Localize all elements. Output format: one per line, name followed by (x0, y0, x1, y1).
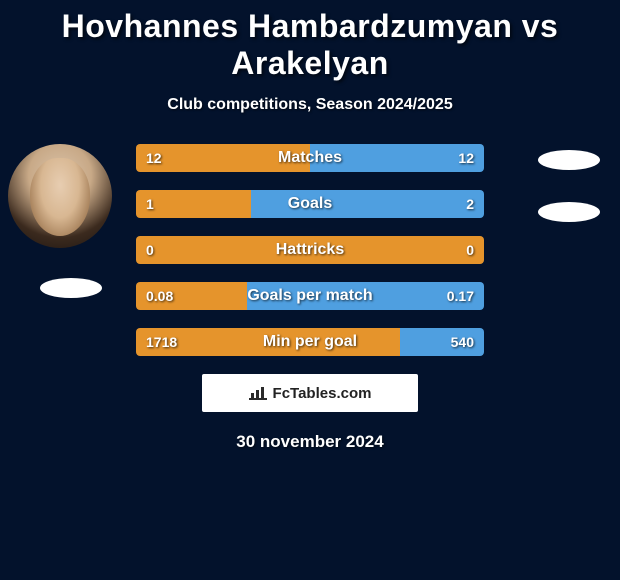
stat-left-segment (136, 190, 251, 218)
stat-right-segment (251, 190, 484, 218)
stat-left-segment (136, 236, 484, 264)
stat-left-segment (136, 282, 247, 310)
player2-avatar (538, 150, 600, 170)
date-text: 30 november 2024 (0, 432, 620, 452)
stat-right-segment (247, 282, 484, 310)
player1-avatar (8, 144, 112, 248)
brand-badge: FcTables.com (202, 374, 418, 412)
chart-icon (249, 386, 267, 400)
page-title: Hovhannes Hambardzumyan vs Arakelyan (0, 0, 620, 82)
player2-flag (538, 202, 600, 222)
stat-bars: Matches1212 Goals12 Hattricks00 Goals per m… (136, 144, 484, 356)
stat-left-segment (136, 144, 310, 172)
stat-right-segment (310, 144, 484, 172)
player1-flag (40, 278, 102, 298)
stat-row: Hattricks00 (136, 236, 484, 264)
comparison-content: Matches1212 Goals12 Hattricks00 Goals per m… (0, 144, 620, 452)
stat-right-segment (400, 328, 484, 356)
brand-text: FcTables.com (273, 385, 372, 402)
stat-row: Min per goal1718540 (136, 328, 484, 356)
stat-left-segment (136, 328, 400, 356)
stat-row: Matches1212 (136, 144, 484, 172)
stat-row: Goals12 (136, 190, 484, 218)
stat-row: Goals per match0.080.17 (136, 282, 484, 310)
page-subtitle: Club competitions, Season 2024/2025 (0, 96, 620, 114)
